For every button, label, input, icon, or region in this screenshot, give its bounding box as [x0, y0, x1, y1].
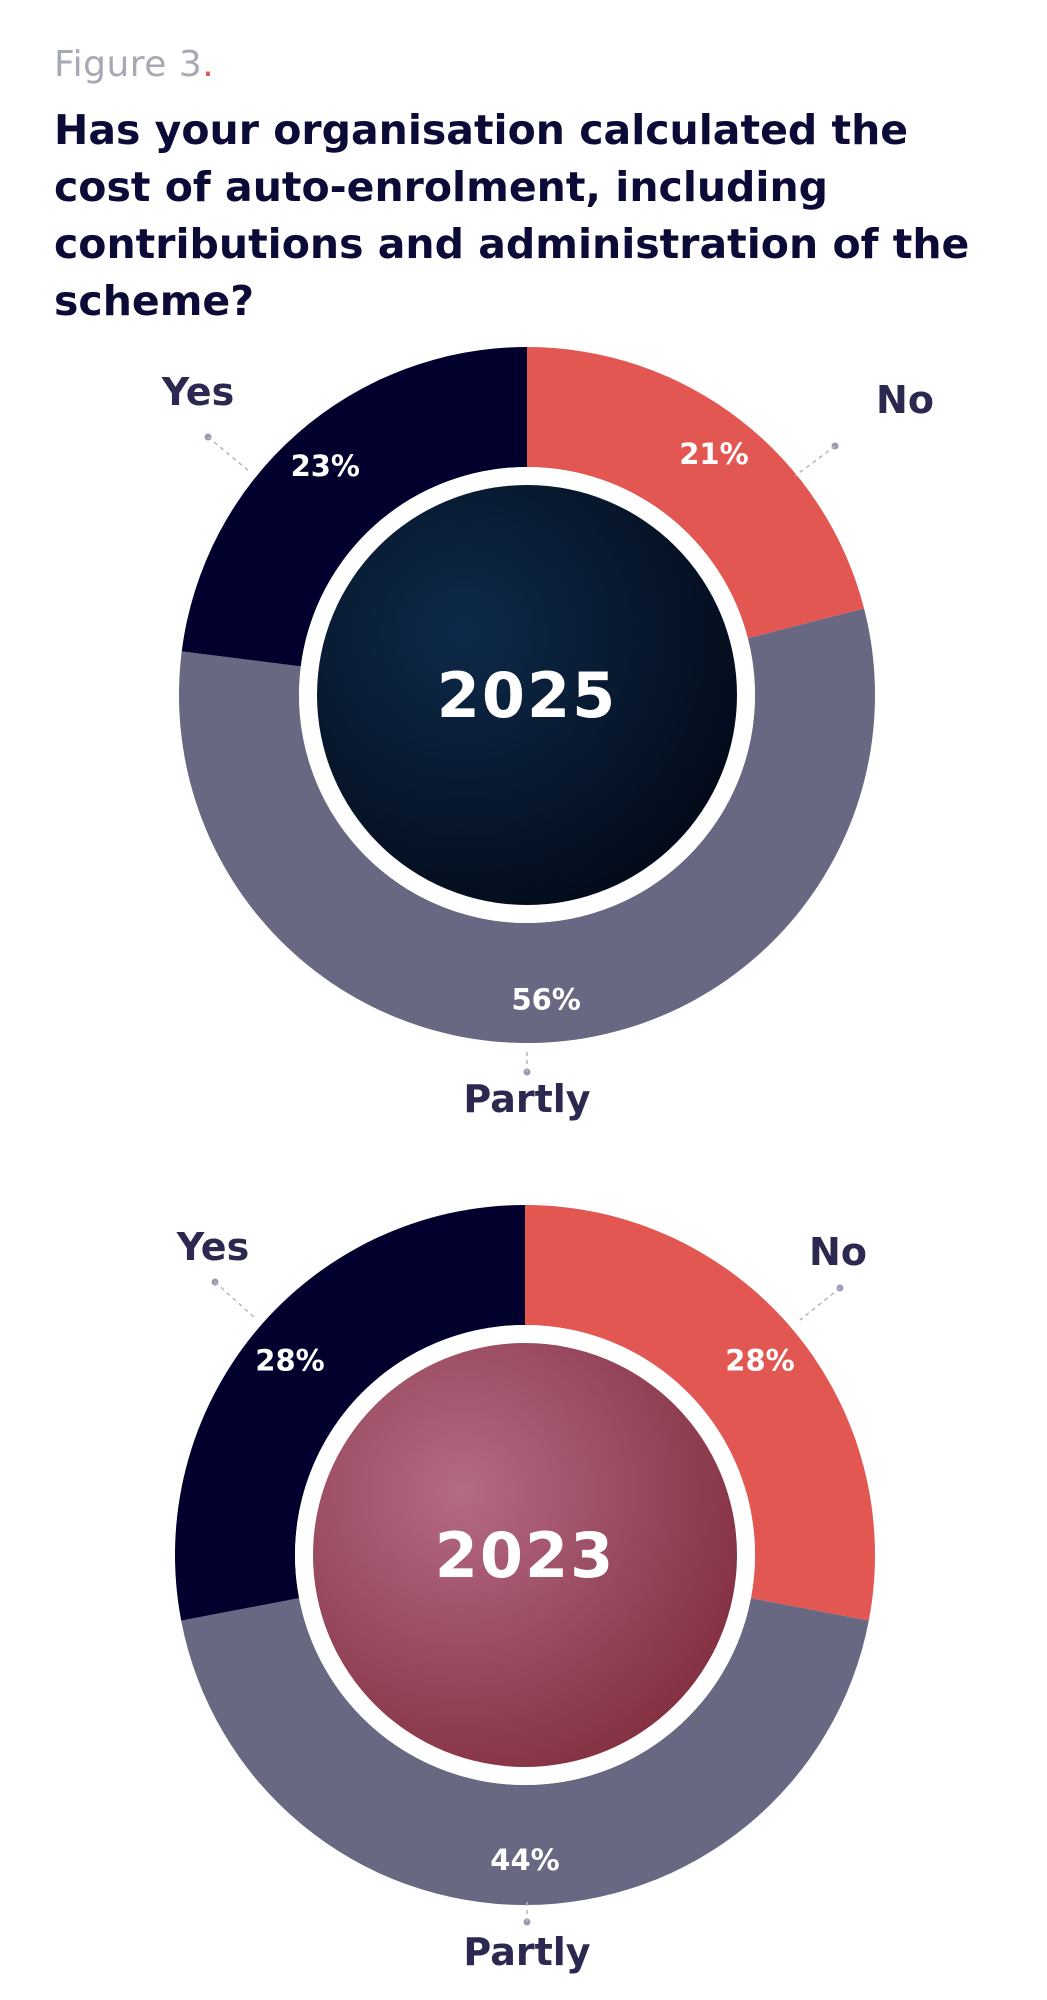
category-label-yes: Yes: [161, 370, 234, 414]
slice-yes: [174, 1205, 525, 1621]
chart-title: Has your organisation calculated the cos…: [54, 106, 970, 325]
center-year-label: 2023: [435, 1519, 616, 1592]
category-label-partly: Partly: [463, 1930, 590, 1974]
slice-partly: [178, 608, 875, 1043]
leader-line: [794, 445, 836, 477]
center-disc: [317, 485, 737, 905]
center-year-label: 2025: [437, 659, 618, 732]
slice-no: [525, 1205, 875, 1621]
figure-label: Figure 3.: [54, 44, 215, 85]
leader-line: [214, 1281, 256, 1319]
category-label-no: No: [809, 1230, 867, 1274]
value-label-no: 28%: [725, 1344, 794, 1378]
value-label-no: 21%: [679, 437, 748, 471]
slice-partly: [181, 1598, 869, 1905]
donut-chart-2023: 28% 44% 28% 2023 No Partly Yes: [174, 1205, 875, 1974]
leader-line: [207, 436, 251, 473]
category-label-no: No: [876, 378, 934, 422]
center-disc: [313, 1343, 737, 1767]
donut-chart-2025: 21% 56% 23% 2025 No Partly Yes: [161, 347, 934, 1121]
value-label-yes: 23%: [291, 449, 360, 483]
value-label-yes: 28%: [255, 1344, 324, 1378]
slice-yes: [181, 347, 527, 667]
value-label-partly: 56%: [511, 982, 580, 1016]
category-label-yes: Yes: [176, 1225, 249, 1269]
slice-no: [527, 347, 865, 639]
leader-line: [799, 1287, 841, 1321]
value-label-partly: 44%: [490, 1843, 559, 1877]
category-label-partly: Partly: [463, 1077, 590, 1121]
